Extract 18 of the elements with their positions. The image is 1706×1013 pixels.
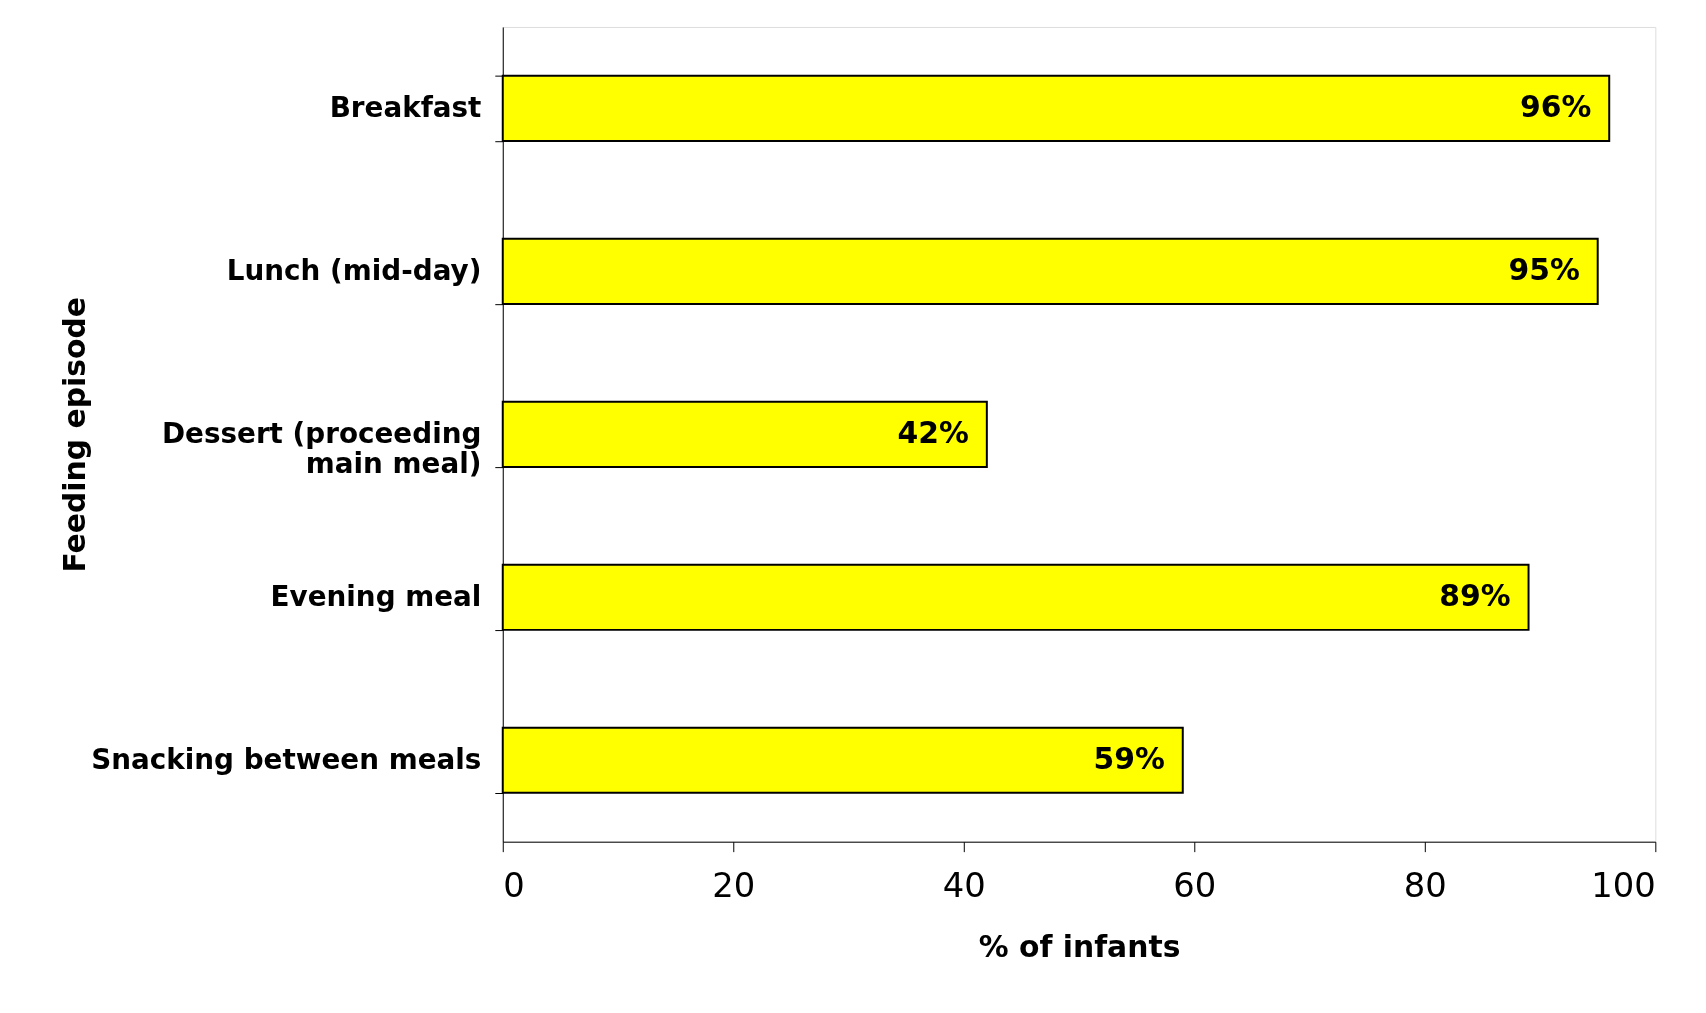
y-tick-label: Breakfast [329,90,482,124]
data-label: 42% [897,415,969,451]
data-label: 89% [1439,578,1511,614]
x-tick-label: 100 [1591,865,1656,905]
data-label: 95% [1508,252,1580,288]
y-tick-label: Snacking between meals [91,742,482,776]
x-tick-label: 20 [712,865,756,905]
data-label: 96% [1520,89,1592,125]
y-tick-label: Dessert (proceeding main meal) [161,416,482,480]
x-tick-label: 0 [503,865,525,905]
data-label: 59% [1093,741,1165,777]
y-tick-label: Lunch (mid-day) [226,253,482,287]
x-axis-title: % of infants [978,929,1181,965]
x-tick-label: 40 [942,865,986,905]
y-axis-title: Feeding episode [56,297,92,573]
x-tick-label: 60 [1173,865,1217,905]
y-tick-label: Evening meal [270,579,482,613]
x-tick-label: 80 [1403,865,1447,905]
